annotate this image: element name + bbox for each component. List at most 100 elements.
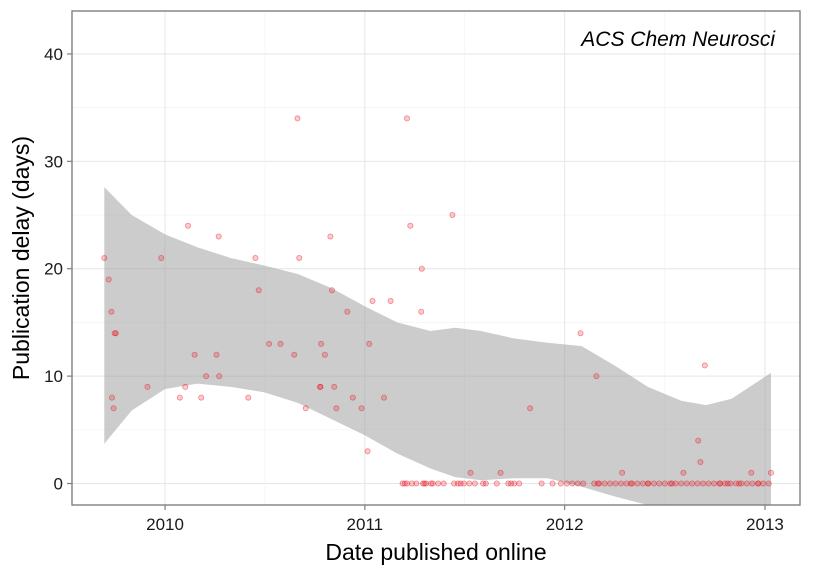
data-point xyxy=(577,330,584,337)
data-point xyxy=(580,480,587,487)
data-point xyxy=(435,480,442,487)
data-point xyxy=(607,480,614,487)
data-point xyxy=(408,480,415,487)
data-point xyxy=(482,480,489,487)
data-point xyxy=(112,330,119,337)
data-point xyxy=(639,480,646,487)
data-point xyxy=(216,373,223,380)
data-point xyxy=(618,480,625,487)
data-point xyxy=(471,480,478,487)
data-point xyxy=(403,115,410,122)
data-point xyxy=(213,351,220,358)
data-point xyxy=(327,233,334,240)
data-point xyxy=(349,394,356,401)
journal-annotation: ACS Chem Neurosci xyxy=(579,28,776,51)
data-point xyxy=(144,383,151,390)
y-tick-label: 20 xyxy=(44,260,63,279)
data-point xyxy=(302,405,309,412)
data-point xyxy=(507,480,514,487)
data-point xyxy=(105,276,112,283)
data-point xyxy=(727,480,734,487)
data-point xyxy=(678,480,685,487)
x-tick-label: 2011 xyxy=(347,515,384,534)
data-point xyxy=(466,480,473,487)
data-point xyxy=(245,394,252,401)
data-point xyxy=(736,480,743,487)
data-point xyxy=(369,297,376,304)
data-point xyxy=(619,469,626,476)
axes-layer: 0 10 20 30 40 2010 2011 2012 2013 xyxy=(44,45,784,534)
data-point xyxy=(672,480,679,487)
data-point xyxy=(538,480,545,487)
data-point xyxy=(711,480,718,487)
data-point xyxy=(680,469,687,476)
data-point xyxy=(593,373,600,380)
data-point xyxy=(661,480,668,487)
data-point xyxy=(418,308,425,315)
data-point xyxy=(460,480,467,487)
data-point xyxy=(724,480,731,487)
data-point xyxy=(497,469,504,476)
confidence-band-layer xyxy=(104,187,771,505)
data-point xyxy=(428,480,435,487)
data-point xyxy=(328,287,335,294)
data-point xyxy=(387,297,394,304)
data-point xyxy=(716,480,723,487)
y-tick-label: 40 xyxy=(44,45,63,64)
data-point xyxy=(454,480,461,487)
data-point xyxy=(184,222,191,229)
data-point xyxy=(413,480,420,487)
data-point xyxy=(516,480,523,487)
data-point xyxy=(401,480,408,487)
data-point xyxy=(591,480,598,487)
data-point xyxy=(738,480,745,487)
data-point xyxy=(644,480,651,487)
data-point xyxy=(760,480,767,487)
data-point xyxy=(403,480,410,487)
data-point xyxy=(191,351,198,358)
panel-border xyxy=(71,10,801,506)
data-point xyxy=(701,362,708,369)
data-point xyxy=(451,480,458,487)
data-point xyxy=(634,480,641,487)
data-point xyxy=(668,480,675,487)
y-axis-title: Publication delay (days) xyxy=(8,136,34,380)
confidence-band xyxy=(104,187,771,505)
data-point xyxy=(110,405,117,412)
y-tick-label: 0 xyxy=(54,475,63,494)
data-point xyxy=(689,480,696,487)
data-point xyxy=(549,480,556,487)
data-point xyxy=(111,330,118,337)
data-point xyxy=(722,480,729,487)
data-point xyxy=(650,480,657,487)
data-point xyxy=(316,383,323,390)
data-point xyxy=(743,480,750,487)
data-point xyxy=(182,383,189,390)
data-point xyxy=(505,480,512,487)
x-tick-label: 2012 xyxy=(546,515,584,534)
x-tick-label: 2013 xyxy=(746,515,784,534)
data-point xyxy=(407,222,414,229)
data-point xyxy=(493,480,500,487)
data-point xyxy=(749,480,756,487)
data-point xyxy=(255,287,262,294)
data-point xyxy=(595,480,602,487)
data-point xyxy=(277,340,284,347)
data-point xyxy=(291,351,298,358)
data-point xyxy=(748,469,755,476)
data-point xyxy=(198,394,205,401)
data-point xyxy=(717,480,724,487)
data-point xyxy=(645,480,652,487)
data-point xyxy=(667,480,674,487)
data-point xyxy=(768,469,775,476)
data-point xyxy=(203,373,210,380)
data-point xyxy=(429,480,436,487)
data-point xyxy=(421,480,428,487)
data-point xyxy=(596,480,603,487)
data-point xyxy=(694,480,701,487)
data-point xyxy=(574,480,581,487)
data-point xyxy=(754,480,761,487)
data-point xyxy=(629,480,636,487)
data-point xyxy=(449,211,456,218)
